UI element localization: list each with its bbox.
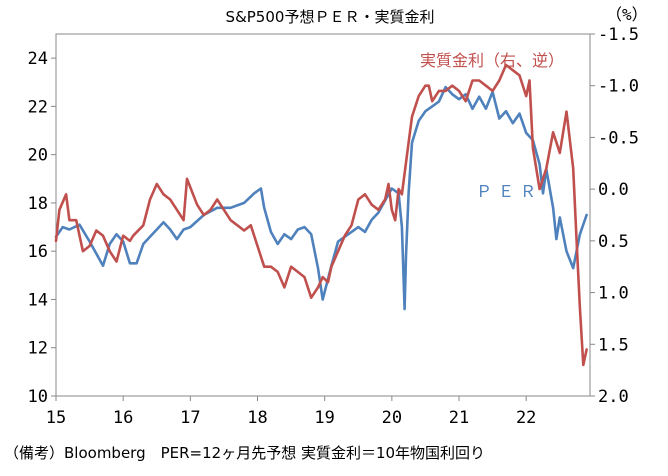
right-axis-unit: （%） <box>606 5 648 24</box>
x-tick-label: 19 <box>314 408 334 428</box>
right-tick-label: -0.5 <box>598 128 639 148</box>
left-axis: 10 12 14 16 18 20 22 24 <box>28 49 56 407</box>
series-label-per: ＰＥＲ <box>476 182 542 201</box>
x-tick-label: 15 <box>46 408 66 428</box>
series-group <box>54 63 588 367</box>
x-tick-label: 20 <box>382 408 402 428</box>
right-tick-label: -1.5 <box>598 25 639 45</box>
x-tick-label: 18 <box>247 408 267 428</box>
left-tick-label: 22 <box>28 97 48 117</box>
right-tick-label: 2.0 <box>598 387 629 407</box>
series-line-real-rate <box>54 63 588 367</box>
x-tick-label: 21 <box>449 408 469 428</box>
series-label-real-rate: 実質金利（右、逆） <box>420 51 564 70</box>
left-tick-label: 20 <box>28 146 48 166</box>
left-tick-label: 14 <box>28 290 48 310</box>
left-tick-label: 10 <box>28 387 48 407</box>
source-note: （備考）Bloomberg PER=12ヶ月先予想 実質金利＝10年物国利回り <box>4 444 485 462</box>
left-tick-label: 18 <box>28 194 48 214</box>
x-tick-label: 17 <box>180 408 200 428</box>
right-tick-label: 0.5 <box>598 232 629 252</box>
chart-title: S&P500予想ＰＥＲ・実質金利 <box>226 8 435 26</box>
right-tick-label: 1.0 <box>598 284 629 304</box>
right-tick-label: 0.0 <box>598 180 629 200</box>
left-tick-label: 24 <box>28 49 48 69</box>
right-axis: -1.5 -1.0 -0.5 0.0 0.5 1.0 1.5 2.0 <box>590 25 639 407</box>
x-tick-label: 16 <box>113 408 133 428</box>
left-tick-label: 12 <box>28 339 48 359</box>
left-tick-label: 16 <box>28 242 48 262</box>
series-line-per <box>54 85 588 311</box>
plot-area <box>55 33 591 397</box>
right-tick-label: -1.0 <box>598 77 639 97</box>
right-tick-label: 1.5 <box>598 335 629 355</box>
x-axis: 15 16 17 18 19 20 21 22 <box>46 396 536 428</box>
x-tick-label: 22 <box>516 408 536 428</box>
